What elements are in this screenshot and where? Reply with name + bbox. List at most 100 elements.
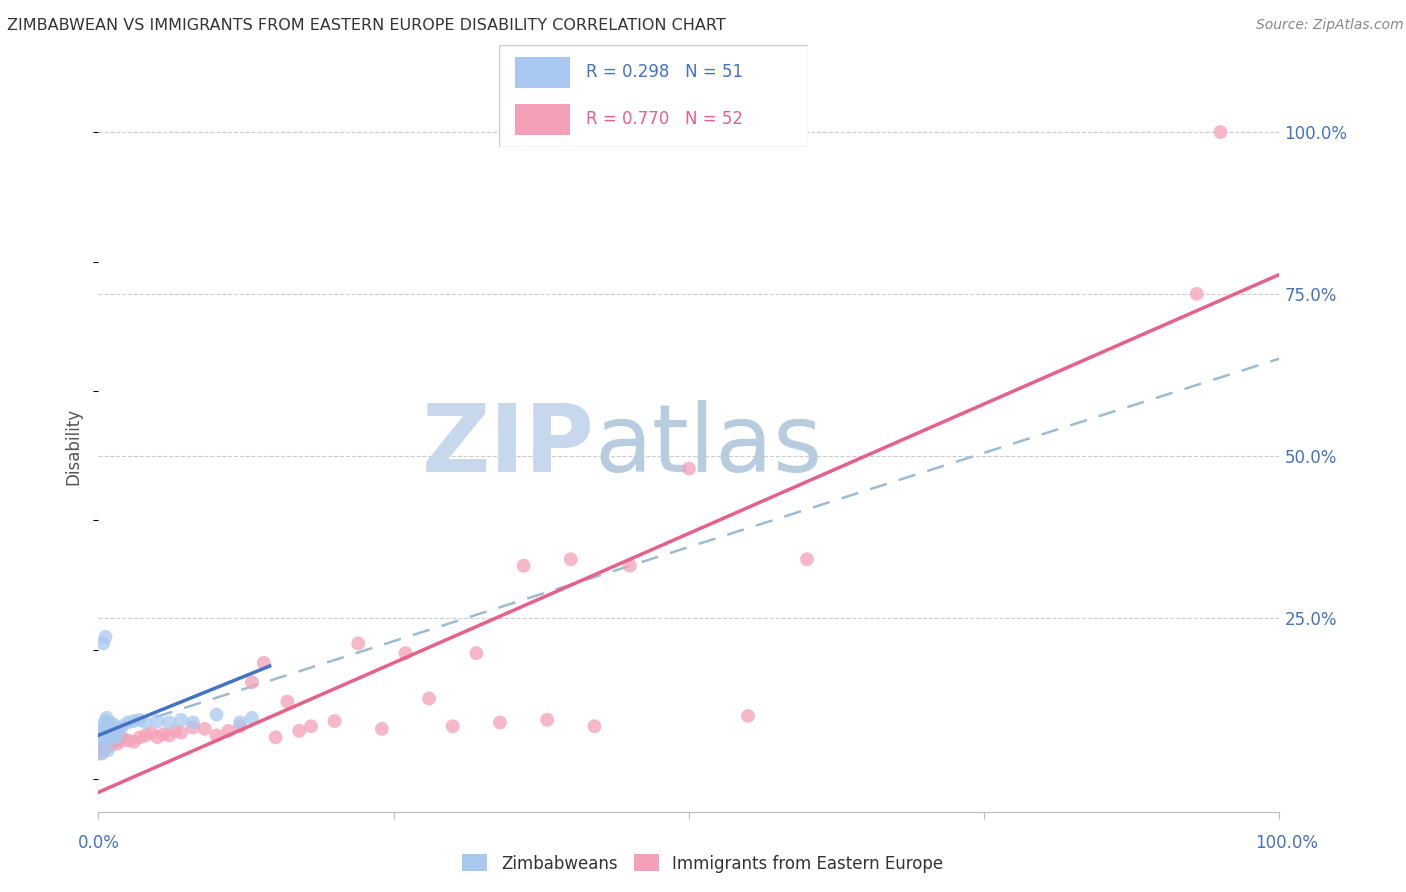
FancyBboxPatch shape — [499, 45, 808, 147]
Point — [94, 714, 117, 728]
Point — [98, 739, 121, 753]
Point — [253, 656, 276, 670]
Point — [217, 723, 239, 738]
Point — [89, 733, 111, 747]
Point — [678, 461, 700, 475]
Point — [323, 714, 346, 728]
Point — [157, 715, 180, 730]
Point — [108, 722, 131, 736]
Point — [98, 729, 121, 743]
Point — [181, 715, 204, 730]
Text: R = 0.298   N = 51: R = 0.298 N = 51 — [586, 63, 742, 81]
Point — [170, 713, 193, 727]
Point — [418, 691, 440, 706]
Point — [89, 747, 111, 761]
Point — [104, 733, 127, 747]
Point — [170, 725, 193, 739]
Point — [100, 725, 122, 739]
Point — [96, 730, 118, 744]
Point — [619, 558, 641, 573]
Point — [94, 630, 117, 644]
Text: ZIMBABWEAN VS IMMIGRANTS FROM EASTERN EUROPE DISABILITY CORRELATION CHART: ZIMBABWEAN VS IMMIGRANTS FROM EASTERN EU… — [7, 18, 725, 33]
Point — [93, 717, 115, 731]
Point — [146, 731, 169, 745]
Point — [536, 713, 558, 727]
Point — [489, 715, 512, 730]
Point — [98, 727, 121, 741]
Point — [128, 713, 150, 727]
Point — [146, 714, 169, 728]
Point — [152, 727, 174, 741]
Point — [96, 726, 118, 740]
Text: R = 0.770   N = 52: R = 0.770 N = 52 — [586, 111, 742, 128]
Point — [264, 731, 287, 745]
Point — [111, 731, 134, 745]
Point — [441, 719, 464, 733]
Point — [97, 731, 120, 745]
Point — [157, 728, 180, 742]
Point — [1209, 125, 1232, 139]
Point — [371, 722, 394, 736]
Point — [91, 727, 114, 741]
Point — [205, 707, 228, 722]
Point — [91, 739, 114, 754]
Point — [98, 731, 121, 745]
Point — [240, 675, 263, 690]
Point — [94, 739, 117, 753]
Point — [135, 728, 157, 742]
Point — [100, 718, 122, 732]
Point — [91, 636, 114, 650]
Point — [104, 730, 127, 744]
Point — [94, 727, 117, 741]
Text: atlas: atlas — [595, 400, 823, 492]
Point — [105, 723, 128, 738]
Point — [101, 736, 124, 750]
Point — [97, 735, 120, 749]
Point — [101, 731, 124, 745]
Point — [93, 741, 115, 756]
Point — [94, 731, 117, 745]
Point — [97, 728, 120, 742]
Point — [560, 552, 582, 566]
Point — [141, 725, 163, 739]
Point — [103, 724, 125, 739]
Point — [165, 723, 187, 738]
Point — [122, 714, 145, 728]
Point — [91, 731, 114, 745]
Point — [100, 730, 122, 744]
Point — [276, 695, 298, 709]
Point — [117, 733, 139, 747]
Point — [103, 728, 125, 742]
Y-axis label: Disability: Disability — [65, 408, 83, 484]
Point — [97, 723, 120, 738]
Text: ZIP: ZIP — [422, 400, 595, 492]
Legend: Zimbabweans, Immigrants from Eastern Europe: Zimbabweans, Immigrants from Eastern Eur… — [456, 847, 950, 880]
Point — [117, 715, 139, 730]
FancyBboxPatch shape — [515, 57, 571, 87]
Point — [347, 636, 370, 650]
Point — [288, 723, 311, 738]
Point — [111, 719, 134, 733]
Point — [128, 731, 150, 745]
Text: 100.0%: 100.0% — [1256, 834, 1317, 852]
Point — [98, 721, 121, 735]
Point — [229, 715, 252, 730]
Point — [96, 711, 118, 725]
Point — [240, 711, 263, 725]
Point — [465, 646, 488, 660]
Text: Source: ZipAtlas.com: Source: ZipAtlas.com — [1256, 18, 1403, 32]
Point — [105, 731, 128, 745]
Point — [205, 728, 228, 742]
Point — [101, 726, 124, 740]
Point — [97, 743, 120, 757]
Point — [90, 731, 112, 745]
Point — [583, 719, 606, 733]
Point — [91, 747, 114, 761]
Point — [91, 723, 114, 738]
Point — [394, 646, 416, 660]
Point — [108, 733, 131, 747]
Point — [135, 715, 157, 730]
Point — [229, 719, 252, 733]
Point — [93, 728, 115, 742]
Text: 0.0%: 0.0% — [77, 834, 120, 852]
